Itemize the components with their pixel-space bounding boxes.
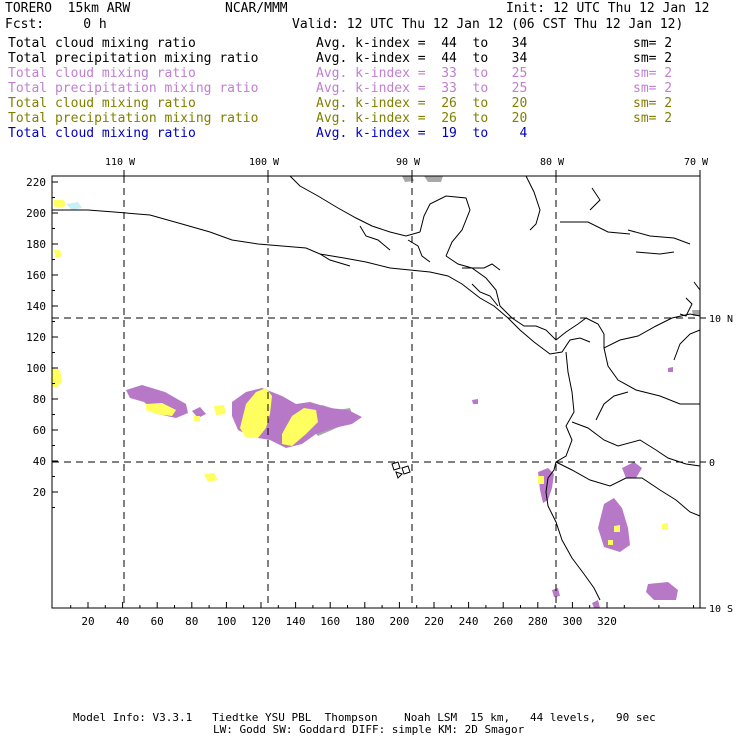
legend-smoothing: sm= 2: [633, 96, 673, 111]
x-tick-label: 40: [116, 615, 129, 628]
x-tick-label: 60: [151, 615, 164, 628]
purple-region: [646, 582, 678, 600]
x-tick-label: 280: [528, 615, 548, 628]
yellow-region: [282, 408, 318, 446]
x-tick-label: 260: [493, 615, 513, 628]
y-tick-label: 100: [26, 362, 46, 375]
x-tick-label: 180: [355, 615, 375, 628]
lon-label: 100 W: [249, 157, 280, 168]
purple-region: [592, 600, 600, 608]
legend-field: Total precipitation mixing ratio: [8, 111, 259, 126]
yellow-region: [240, 388, 272, 438]
legend-field: Total cloud mixing ratio: [8, 96, 196, 111]
x-tick-label: 140: [286, 615, 306, 628]
x-tick-label: 100: [216, 615, 236, 628]
field-shading: [52, 176, 700, 608]
gray-region: [402, 176, 414, 182]
valid-time: Valid: 12 UTC Thu 12 Jan 12 (06 CST Thu …: [292, 17, 684, 32]
yellow-region: [614, 525, 620, 532]
cyan-region: [66, 202, 82, 210]
purple-region: [192, 407, 206, 418]
forecast-hour: Fcst: 0 h: [5, 17, 107, 32]
x-tick-label: 20: [81, 615, 94, 628]
legend-kindex: Avg. k-index = 26 to 20: [316, 111, 528, 126]
legend-field: Total precipitation mixing ratio: [8, 51, 259, 66]
y-tick-label: 220: [26, 176, 46, 189]
y-tick-label: 120: [26, 331, 46, 344]
y-tick-label: 200: [26, 207, 46, 220]
y-tick-label: 80: [33, 393, 46, 406]
lat-label: 0: [709, 458, 715, 469]
gray-region: [424, 176, 443, 182]
yellow-region: [214, 405, 226, 415]
yellow-region: [54, 200, 66, 208]
coastlines: [52, 175, 701, 601]
yellow-region: [52, 368, 62, 388]
purple-region: [472, 399, 478, 404]
axis-labels: 110 W 100 W 90 W 80 W 70 W 10 N 0 10 S 220 200 180…: [26, 157, 733, 628]
legend-field: Total cloud mixing ratio: [8, 126, 196, 141]
x-tick-label: 80: [185, 615, 198, 628]
legend-kindex: Avg. k-index = 26 to 20: [316, 96, 528, 111]
footer-physics: LW: Godd SW: Goddard DIFF: simple KM: 2D…: [213, 723, 525, 736]
model-title: TORERO 15km ARW: [5, 1, 131, 16]
init-time: Init: 12 UTC Thu 12 Jan 12: [506, 1, 710, 16]
legend-smoothing: sm= 2: [633, 66, 673, 81]
legend-smoothing: sm= 2: [633, 51, 673, 66]
map-frame: [51, 175, 701, 609]
y-tick-label: 180: [26, 238, 46, 251]
x-tick-label: 200: [389, 615, 409, 628]
yellow-region: [204, 473, 218, 482]
legend-kindex: Avg. k-index = 44 to 34: [316, 51, 528, 66]
legend-kindex: Avg. k-index = 44 to 34: [316, 36, 528, 51]
center-name: NCAR/MMM: [225, 1, 288, 16]
lon-label: 70 W: [684, 157, 709, 168]
legend-smoothing: sm= 2: [633, 36, 673, 51]
legend-field: Total cloud mixing ratio: [8, 66, 196, 81]
yellow-region: [146, 403, 176, 416]
y-tick-label: 40: [33, 455, 46, 468]
y-tick-label: 60: [33, 424, 46, 437]
purple-region: [598, 498, 630, 552]
x-tick-label: 120: [251, 615, 271, 628]
y-tick-label: 140: [26, 300, 46, 313]
purple-region: [668, 367, 673, 372]
lon-label: 80 W: [540, 157, 565, 168]
lat-label: 10 S: [709, 604, 733, 615]
legend-kindex: Avg. k-index = 33 to 25: [316, 81, 528, 96]
y-tick-label: 160: [26, 269, 46, 282]
legend-kindex: Avg. k-index = 33 to 25: [316, 66, 528, 81]
footer-model-info: Model Info: V3.3.1 Tiedtke YSU PBL Thomp…: [73, 711, 656, 724]
legend-smoothing: sm= 2: [633, 111, 673, 126]
x-tick-label: 220: [424, 615, 444, 628]
lon-label: 110 W: [105, 157, 136, 168]
lat-label: 10 N: [709, 314, 733, 325]
x-tick-label: 160: [320, 615, 340, 628]
purple-region: [622, 462, 642, 478]
x-tick-label: 240: [459, 615, 479, 628]
axis-ticks: [52, 170, 706, 609]
yellow-region: [538, 476, 544, 484]
yellow-region: [54, 250, 62, 258]
legend-kindex: Avg. k-index = 19 to 4: [316, 126, 528, 141]
legend-field: Total cloud mixing ratio: [8, 36, 196, 51]
lat-lon-gridlines: [52, 176, 700, 608]
x-tick-label: 320: [597, 615, 617, 628]
x-tick-label: 300: [562, 615, 582, 628]
yellow-region: [662, 523, 668, 530]
yellow-region: [194, 416, 200, 422]
lon-label: 90 W: [396, 157, 421, 168]
yellow-region: [608, 540, 613, 545]
purple-region: [552, 588, 560, 597]
legend-smoothing: sm= 2: [633, 81, 673, 96]
y-tick-label: 20: [33, 486, 46, 499]
legend-field: Total precipitation mixing ratio: [8, 81, 259, 96]
